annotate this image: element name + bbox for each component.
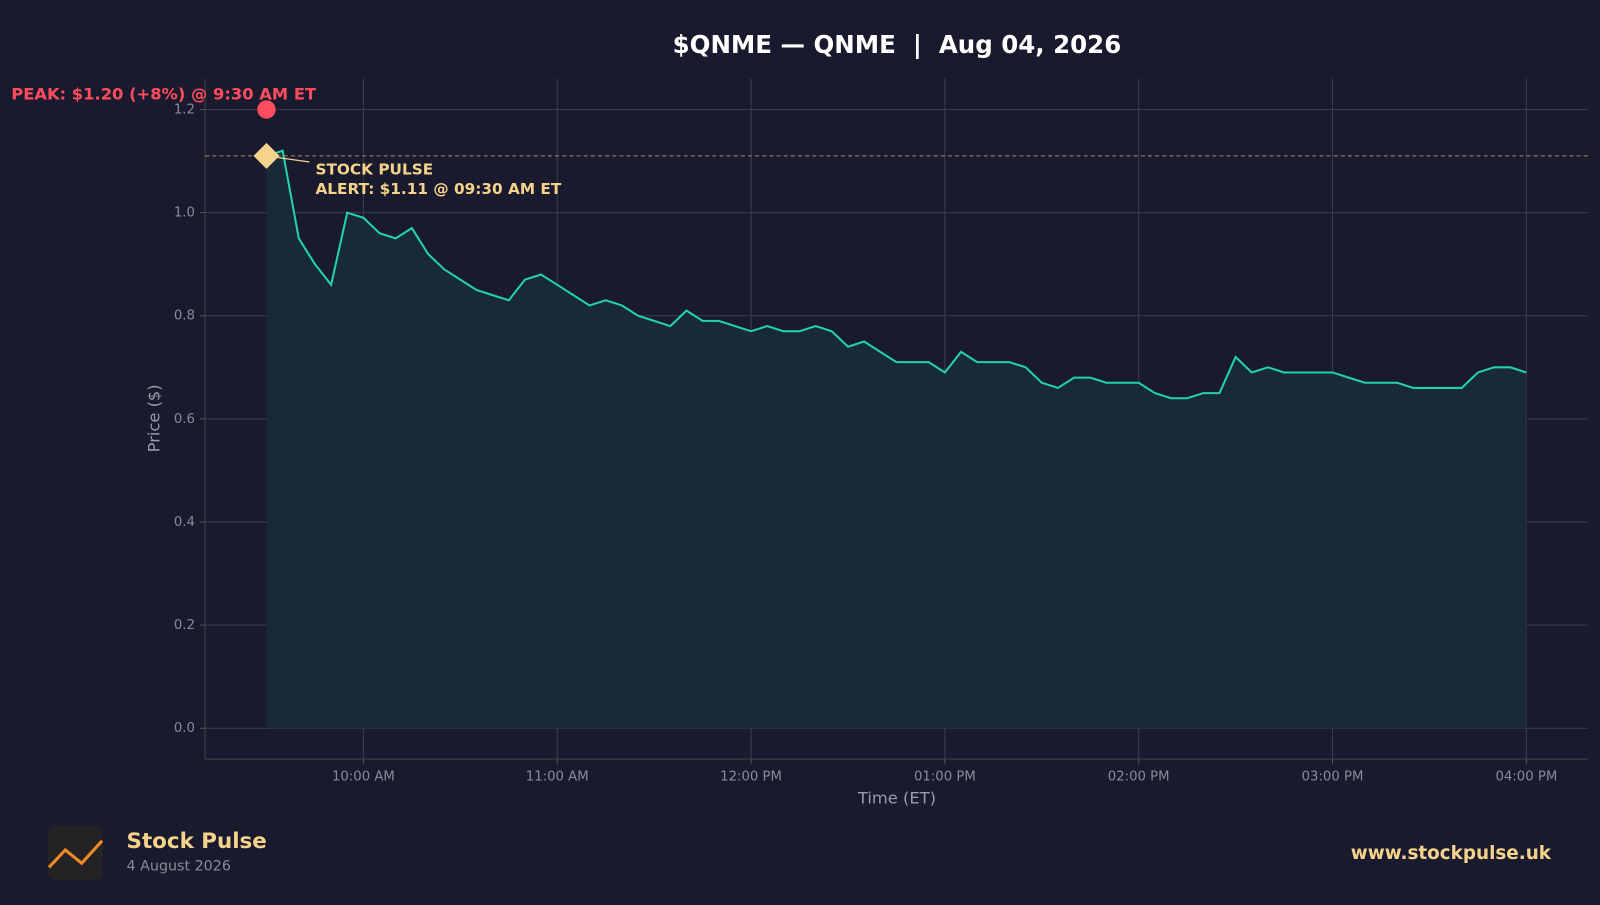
- y-tick-label: 0.2: [174, 618, 195, 633]
- brand-date: 4 August 2026: [127, 858, 231, 874]
- y-tick-label: 0.0: [174, 721, 195, 736]
- area-fill: [266, 150, 1527, 729]
- x-tick-label: 01:00 PM: [914, 770, 976, 785]
- x-tick-label: 12:00 PM: [720, 770, 782, 785]
- x-tick-label: 04:00 PM: [1495, 770, 1557, 785]
- x-tick-label: 10:00 AM: [332, 770, 395, 785]
- brand-name: Stock Pulse: [127, 829, 267, 854]
- alert-label: ALERT: $1.11 @ 09:30 AM ET: [315, 180, 561, 198]
- y-tick-label: 1.0: [174, 206, 195, 221]
- y-tick-label: 0.4: [174, 515, 195, 530]
- y-tick-label: 1.2: [174, 103, 195, 118]
- y-axis-label: Price ($): [145, 384, 164, 452]
- y-tick-label: 0.8: [174, 309, 195, 324]
- y-tick-label: 0.6: [174, 412, 195, 427]
- website-link[interactable]: www.stockpulse.uk: [1351, 843, 1552, 864]
- x-tick-label: 03:00 PM: [1302, 770, 1364, 785]
- x-tick-label: 11:00 AM: [526, 770, 589, 785]
- axes-frame: [204, 78, 1588, 760]
- x-axis-label: Time (ET): [857, 788, 936, 807]
- peak-marker: [257, 100, 276, 119]
- alert-title: STOCK PULSE: [315, 161, 433, 179]
- price-line: [266, 149, 1527, 400]
- x-tick-label: 02:00 PM: [1108, 770, 1170, 785]
- brand-logo: [47, 825, 104, 881]
- peak-label: PEAK: $1.20 (+8%) @ 9:30 AM ET: [11, 85, 317, 104]
- chart-title: $QNME — QNME | Aug 04, 2026: [673, 30, 1122, 59]
